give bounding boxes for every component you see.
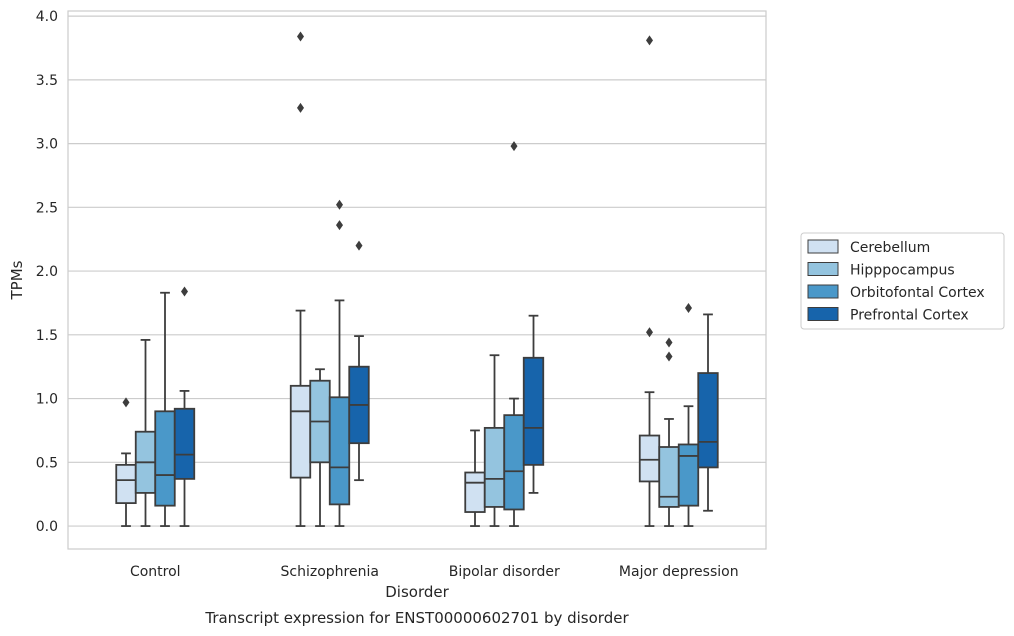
x-axis-label: Disorder: [385, 583, 449, 601]
y-tick-label: 3.5: [36, 73, 58, 89]
legend-swatch: [807, 262, 839, 276]
box-iqr: [677, 443, 700, 507]
legend-label: Hipppocampus: [850, 263, 955, 279]
box-outlier: [297, 31, 304, 42]
box-plot: [677, 303, 700, 527]
x-tick-label: Major depression: [619, 564, 739, 580]
box-iqr: [328, 396, 351, 506]
box-outlier: [336, 220, 343, 231]
box-iqr: [115, 463, 137, 505]
box-plot: [697, 313, 719, 512]
legend-label: Orbitofontal Cortex: [850, 285, 985, 301]
legend: Cerebellum Hipppocampus Orbitofontal Corte…: [800, 232, 1005, 330]
box-outlier: [336, 199, 343, 210]
y-tick-label: 1.5: [36, 328, 58, 344]
box-outlier: [685, 303, 692, 314]
y-tick-label: 2.5: [36, 200, 58, 216]
box-iqr: [697, 372, 719, 469]
box-outlier: [665, 337, 673, 348]
box-outlier: [646, 35, 653, 46]
box-outlier: [510, 141, 518, 152]
box-plot: [173, 286, 196, 527]
legend-label: Cerebellum: [850, 240, 930, 256]
box-iqr: [289, 384, 312, 479]
box-iqr: [658, 446, 680, 508]
box-outlier: [646, 327, 653, 338]
y-tick-label: 1.0: [36, 392, 58, 408]
box-plot: [328, 199, 351, 527]
box-plot: [658, 337, 680, 527]
box-outlier: [355, 240, 363, 251]
box-iqr: [503, 414, 525, 511]
box-plot: [134, 339, 157, 527]
box-plot: [348, 240, 370, 482]
y-tick-label: 3.0: [36, 137, 58, 153]
y-tick-labels: 0.0 0.5 1.0 1.5 2.0 2.5 3.0 3.5 4.0: [36, 9, 58, 535]
box-plot: [483, 354, 506, 527]
box-plot: [464, 429, 486, 527]
legend-frame: [800, 232, 1005, 330]
y-tick-label: 4.0: [36, 9, 58, 25]
chart-caption: Transcript expression for ENST0000060270…: [204, 609, 629, 627]
box-plot: [503, 141, 525, 527]
box-outlier: [297, 102, 304, 113]
box-iqr: [638, 434, 661, 483]
box-outlier: [122, 397, 130, 408]
plot-frame: [67, 10, 767, 550]
y-tick-label: 2.0: [36, 264, 58, 280]
legend-swatch: [807, 284, 839, 299]
box-plots: [115, 31, 719, 527]
x-tick-label: Schizophrenia: [281, 564, 379, 580]
y-tick-label: 0.0: [36, 519, 58, 535]
legend-swatch: [807, 307, 839, 321]
box-iqr: [154, 410, 176, 507]
box-plot: [638, 35, 661, 527]
box-plot: [522, 314, 545, 494]
box-plot: [154, 291, 176, 527]
x-tick-labels: Control Schizophrenia Bipolar disorder Majo…: [130, 564, 739, 580]
box-iqr: [483, 426, 506, 508]
box-iqr: [464, 471, 486, 513]
x-tick-label: Control: [130, 564, 181, 580]
y-tick-label: 0.5: [36, 455, 58, 471]
box-iqr: [522, 356, 545, 466]
x-tick-label: Bipolar disorder: [449, 564, 560, 580]
legend-label: Prefrontal Cortex: [850, 308, 969, 324]
box-iqr: [173, 407, 196, 480]
box-outlier: [665, 351, 673, 362]
box-outlier: [181, 286, 188, 297]
legend-swatch: [807, 239, 839, 254]
y-axis-label: TPMs: [8, 260, 26, 300]
